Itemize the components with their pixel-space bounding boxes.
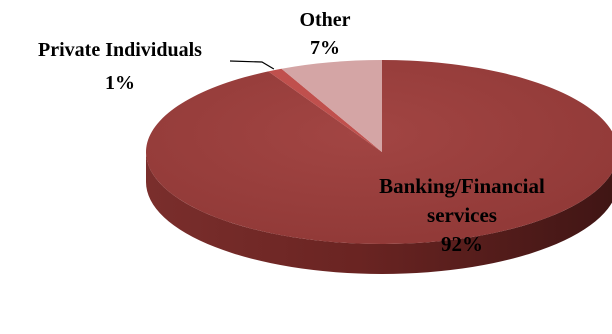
pie-side-walls	[146, 152, 612, 274]
slice-banking-financial-services-label: Banking/Financial services 92%	[379, 174, 545, 256]
pie-slice-private-individuals	[268, 68, 382, 152]
pie-slice-banking-financial-services	[146, 60, 612, 244]
slice-private-individuals-label: Private Individuals 1%	[38, 39, 202, 94]
pie-slice-other	[281, 60, 382, 152]
pie-top-faces	[146, 60, 612, 244]
leader-lines	[229, 60, 275, 70]
slice-labels: Banking/Financial services 92% Private Indi…	[38, 9, 545, 256]
slice-other-label: Other 7%	[299, 9, 350, 59]
pie-side-wall	[146, 152, 612, 274]
leader-line-private-individuals	[229, 60, 275, 70]
